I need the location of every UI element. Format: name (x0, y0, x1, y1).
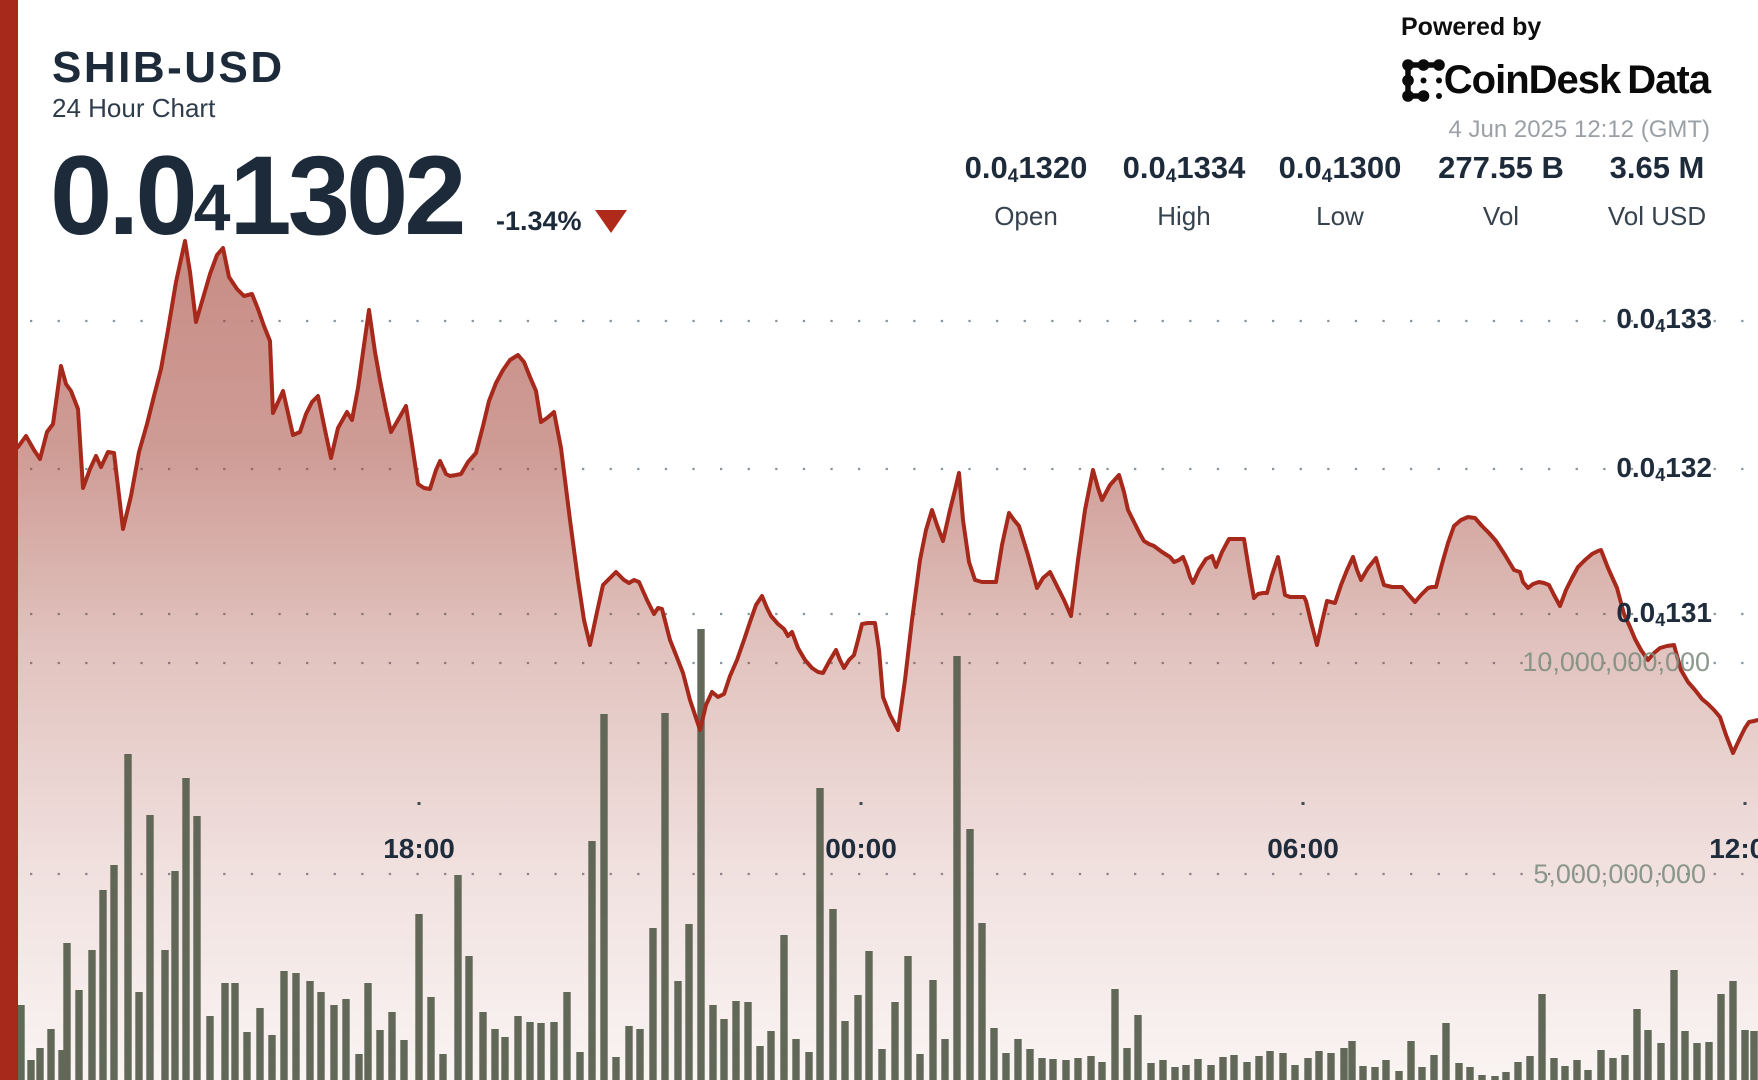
svg-text:5,000,000,000: 5,000,000,000 (1533, 859, 1706, 889)
svg-text:0.04131: 0.04131 (1616, 597, 1712, 630)
svg-text:06:00: 06:00 (1267, 833, 1339, 864)
svg-text:12:00: 12:00 (1709, 833, 1758, 864)
svg-text:0.04133: 0.04133 (1616, 303, 1712, 336)
svg-text:00:00: 00:00 (825, 833, 897, 864)
svg-text:10,000,000,000: 10,000,000,000 (1522, 647, 1710, 677)
svg-text:0.04132: 0.04132 (1616, 452, 1712, 485)
svg-text:18:00: 18:00 (383, 833, 455, 864)
